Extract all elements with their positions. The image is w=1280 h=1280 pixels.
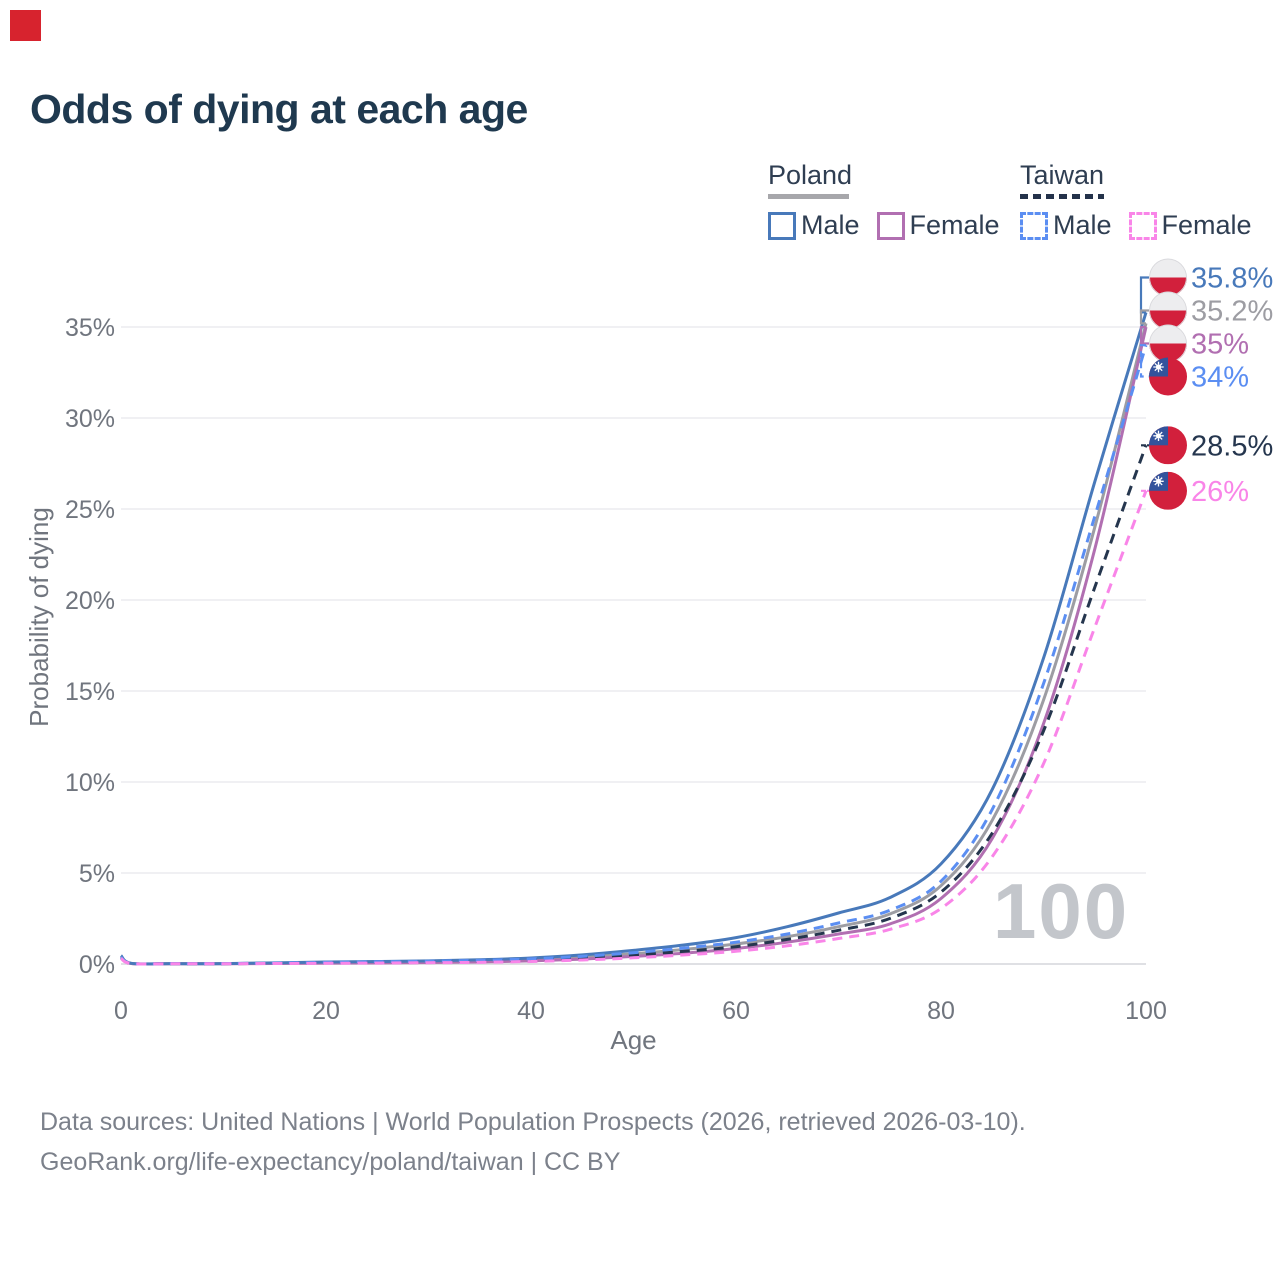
end-label-value-taiwan: 28.5% — [1191, 430, 1273, 462]
end-label-value-poland: 35.2% — [1191, 296, 1273, 328]
legend-item-taiwan-female[interactable]: Female — [1128, 210, 1252, 241]
y-tick-label-20: 20% — [65, 587, 115, 615]
end-label-taiwan-female: 26% — [1149, 471, 1249, 510]
end-label-value-poland-female: 35% — [1191, 329, 1249, 361]
x-tick-label-20: 20 — [312, 997, 340, 1025]
series-line-taiwan[interactable] — [120, 444, 1148, 966]
legend-group-taiwan: Taiwan Male Female — [1020, 162, 1252, 241]
x-tick-label-100: 100 — [1125, 997, 1167, 1025]
end-label-poland-male: 35.8% — [1149, 258, 1273, 297]
taiwan-female-swatch-icon — [1128, 211, 1157, 240]
series-line-poland[interactable] — [119, 323, 1148, 966]
end-label-poland-female: 35% — [1149, 324, 1249, 363]
legend-item-poland-male[interactable]: Male — [768, 210, 860, 241]
poland-flag-icon — [1149, 291, 1187, 330]
legend-item-label: Female — [909, 210, 1000, 240]
x-tick-label-80: 80 — [927, 997, 955, 1025]
x-tick-label-60: 60 — [722, 997, 750, 1025]
x-tick-label-0: 0 — [114, 997, 128, 1025]
end-label-value-taiwan-male: 34% — [1191, 362, 1249, 394]
poland-male-swatch-icon — [768, 211, 796, 240]
attribution-link-text[interactable]: GeoRank.org/life-expectancy/poland/taiwa… — [40, 1148, 621, 1176]
taiwan-flag-icon — [1149, 357, 1187, 396]
chart-title: Odds of dying at each age — [30, 86, 528, 132]
end-label-taiwan: 28.5% — [1149, 426, 1273, 465]
legend-country-taiwan-label: Taiwan — [1020, 160, 1105, 190]
poland-flag-icon — [1149, 324, 1187, 363]
y-tick-label-0: 0% — [79, 951, 115, 979]
label-connector-poland — [1139, 309, 1149, 325]
legend-country-poland-label: Poland — [768, 160, 853, 190]
taiwan-flag-icon — [1149, 471, 1187, 510]
legend-item-label: Male — [801, 210, 860, 240]
taiwan-male-swatch-icon — [1020, 211, 1048, 240]
legend: Poland Male Female Taiwan — [0, 162, 1280, 252]
label-connector-poland-female — [1139, 325, 1149, 345]
legend-item-label: Male — [1053, 210, 1112, 240]
y-tick-label-15: 15% — [65, 678, 115, 706]
poland-flag-icon — [1149, 258, 1187, 297]
legend-country-taiwan[interactable]: Taiwan — [1020, 162, 1252, 199]
legend-group-poland: Poland Male Female — [768, 162, 1000, 241]
y-tick-label-10: 10% — [65, 769, 115, 797]
y-axis-title: Probability of dying — [24, 507, 54, 727]
series-line-poland-female[interactable] — [120, 326, 1148, 966]
end-label-poland: 35.2% — [1149, 291, 1273, 330]
series-line-taiwan-male[interactable] — [120, 344, 1148, 966]
end-label-value-poland-male: 35.8% — [1191, 263, 1273, 295]
x-tick-label-40: 40 — [517, 997, 545, 1025]
x-axis-title: Age — [610, 1025, 656, 1055]
brand-logo-icon — [10, 10, 41, 41]
y-tick-label-25: 25% — [65, 496, 115, 524]
taiwan-line-style-swatch — [1020, 194, 1104, 199]
legend-item-label: Female — [1161, 210, 1252, 240]
end-label-value-taiwan-female: 26% — [1191, 476, 1249, 508]
taiwan-flag-icon — [1149, 426, 1187, 465]
series-line-taiwan-female[interactable] — [120, 490, 1148, 966]
legend-item-taiwan-male[interactable]: Male — [1020, 210, 1112, 241]
legend-country-poland[interactable]: Poland — [768, 162, 1000, 199]
label-connector-poland-male — [1139, 276, 1149, 314]
end-label-taiwan-male: 34% — [1149, 357, 1249, 396]
poland-female-swatch-icon — [876, 211, 905, 240]
y-tick-label-35: 35% — [65, 314, 115, 342]
age-hover-watermark: 100 — [993, 867, 1130, 955]
data-sources-text: Data sources: United Nations | World Pop… — [40, 1108, 1026, 1136]
poland-line-style-swatch — [768, 194, 849, 199]
y-tick-label-5: 5% — [79, 860, 115, 888]
y-tick-label-30: 30% — [65, 405, 115, 433]
label-connector-taiwan-male — [1139, 344, 1149, 378]
series-line-poland-male[interactable] — [119, 311, 1148, 966]
legend-item-poland-female[interactable]: Female — [876, 210, 1000, 241]
